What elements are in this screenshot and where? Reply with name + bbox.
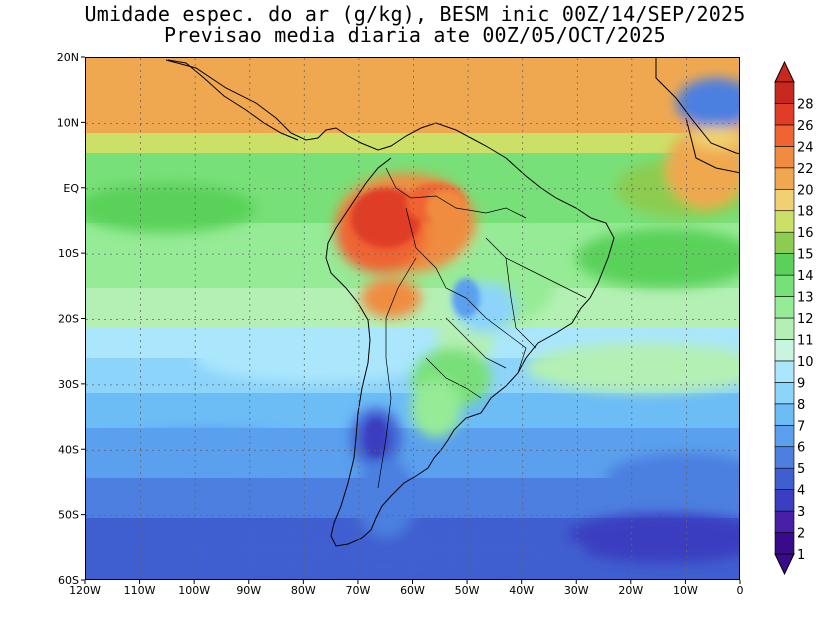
lat-tick-label: 10S <box>58 247 79 260</box>
lon-tick-label: 30W <box>564 584 589 597</box>
colorbar-min-triangle <box>774 553 795 576</box>
colorbar-label: 16 <box>797 226 814 241</box>
colorbar-swatch <box>774 81 795 104</box>
colorbar-label: 13 <box>797 291 814 306</box>
colorbar-swatch <box>774 489 795 512</box>
colorbar-swatch <box>774 253 795 276</box>
colorbar-label: 14 <box>797 269 814 284</box>
colorbar-swatch <box>774 124 795 147</box>
south-america-coast <box>165 59 615 547</box>
lat-tick-label: 10N <box>57 116 79 129</box>
colorbar-label: 24 <box>797 140 814 155</box>
lat-tick-label: EQ <box>63 182 79 195</box>
lon-tick-label: 40W <box>509 584 534 597</box>
central-america-coast <box>167 59 299 141</box>
colorbar-label: 22 <box>797 162 814 177</box>
band-20-plus <box>86 58 739 143</box>
longitude-axis: 120W 110W 100W 90W 80W 70W 60W 50W 40W 30W 20W 10W 0 <box>69 580 744 597</box>
lon-tick-label: 110W <box>124 584 156 597</box>
colorbar-label: 9 <box>797 376 805 391</box>
colorbar-label: 11 <box>797 333 814 348</box>
map-title: Umidade espec. do ar (g/kg), BESM inic 0… <box>84 2 746 26</box>
country-borders <box>377 167 587 489</box>
colorbar-label: 5 <box>797 462 805 477</box>
colorbar-label: 7 <box>797 419 805 434</box>
colorbar-label: 6 <box>797 441 805 456</box>
colorbar-swatch <box>774 167 795 190</box>
latitude-axis: 20N 10N EQ 10S 20S 30S 40S 50S 60S <box>57 51 85 587</box>
colorbar-label: 10 <box>797 355 814 370</box>
lon-tick-label: 80W <box>291 584 316 597</box>
colorbar-label: 26 <box>797 119 814 134</box>
coastlines <box>165 58 739 547</box>
map-panel <box>85 57 740 580</box>
colorbar-swatch <box>774 231 795 254</box>
lon-tick-label: 0 <box>737 584 744 597</box>
lat-tick-label: 40S <box>58 443 79 456</box>
colorbar-swatch <box>774 103 795 126</box>
lat-tick-label: 20N <box>57 51 79 64</box>
colorbar-label: 15 <box>797 248 814 263</box>
colorbar-max-triangle <box>774 60 795 83</box>
colorbar-swatch <box>774 446 795 469</box>
colorbar-swatch <box>774 424 795 448</box>
colorbar-label: 18 <box>797 205 814 220</box>
colorbar-swatch <box>774 467 795 490</box>
lon-tick-label: 70W <box>345 584 370 597</box>
lon-tick-label: 100W <box>178 584 210 597</box>
gridlines <box>86 58 739 579</box>
colorbar-swatch <box>774 532 795 555</box>
colorbar-label: 20 <box>797 183 814 198</box>
colorbar-swatch <box>774 360 795 383</box>
colorbar-label: 4 <box>797 484 805 499</box>
lon-tick-label: 20W <box>618 584 643 597</box>
lat-tick-label: 60S <box>58 574 79 587</box>
africa-border <box>685 117 739 174</box>
lat-tick-label: 50S <box>58 509 79 522</box>
lon-tick-label: 90W <box>236 584 261 597</box>
lon-tick-label: 10W <box>673 584 698 597</box>
colorbar-swatch <box>774 188 795 212</box>
humidity-field-blobs <box>86 78 739 568</box>
colorbar-label: 28 <box>797 97 814 112</box>
colorbar-label: 1 <box>797 548 805 563</box>
colorbar-label: 2 <box>797 527 805 542</box>
lat-tick-label: 30S <box>58 378 79 391</box>
colorbar-swatch <box>774 317 795 340</box>
colorbar-swatch <box>774 510 795 533</box>
colorbar-swatch <box>774 403 795 426</box>
colorbar-swatch <box>774 382 795 405</box>
colorbar-label: 12 <box>797 312 814 327</box>
colorbar-label: 3 <box>797 505 805 520</box>
colorbar-swatch <box>774 274 795 297</box>
colorbar-swatch <box>774 296 795 319</box>
lon-tick-label: 60W <box>400 584 425 597</box>
lon-tick-label: 120W <box>69 584 101 597</box>
map-subtitle: Previsao media diaria ate 00Z/05/OCT/202… <box>164 23 666 47</box>
humidity-map <box>86 58 739 579</box>
lon-tick-label: 50W <box>455 584 480 597</box>
colorbar-swatch <box>774 210 795 233</box>
lat-tick-label: 20S <box>58 313 79 326</box>
africa-coast <box>655 58 739 155</box>
colorbar-swatch <box>774 339 795 362</box>
colorbar-swatch <box>774 146 795 169</box>
colorbar-label: 8 <box>797 398 805 413</box>
